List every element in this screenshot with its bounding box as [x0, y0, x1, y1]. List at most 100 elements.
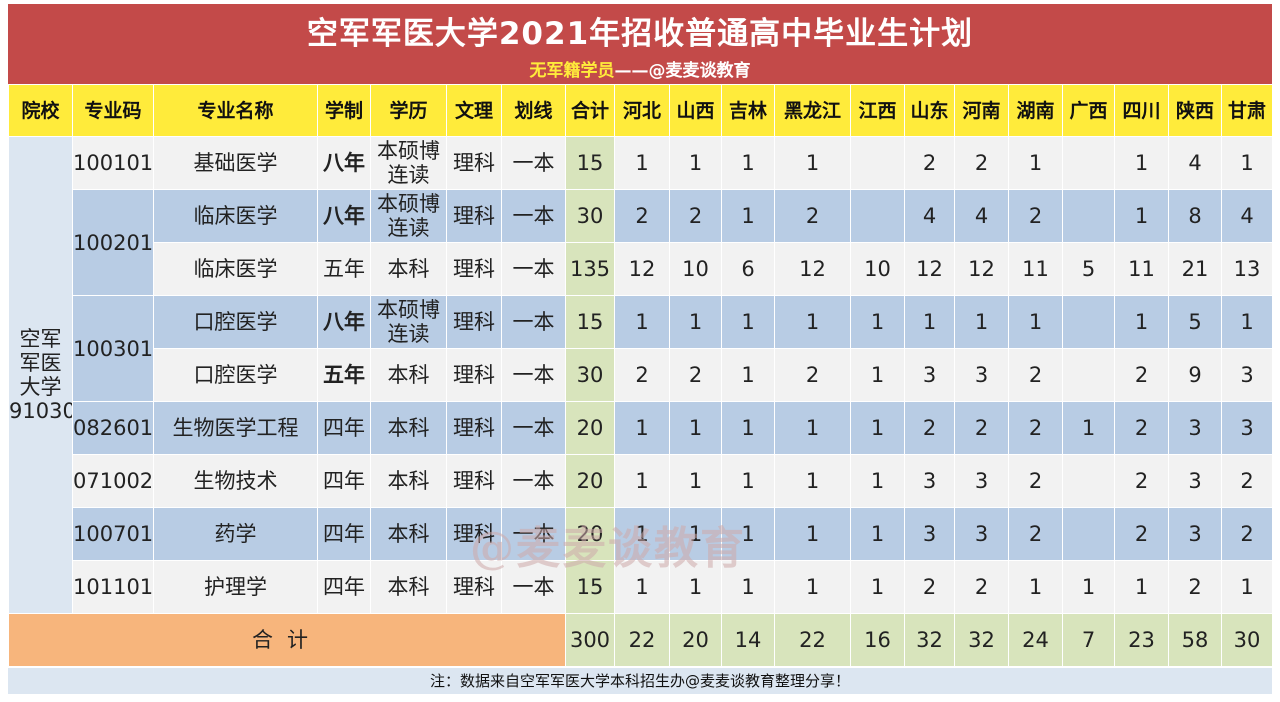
province-total-cell: 32 [954, 613, 1009, 667]
province-count-cell: 1 [850, 560, 905, 614]
province-count-cell: 1 [1114, 189, 1169, 243]
row-total-cell: 20 [565, 507, 615, 561]
province-count-cell: 1 [1008, 136, 1063, 190]
track-cell: 理科 [446, 401, 502, 455]
header-cell: 合计 [565, 84, 615, 137]
header-cell: 吉林 [721, 84, 775, 137]
table-row: 100701 药学 四年 本科 理科 一本 20 1 1 1 1 1 3 3 2… [8, 507, 1273, 561]
header-cell: 广西 [1062, 84, 1115, 137]
row-total-cell: 20 [565, 454, 615, 508]
degree-cell: 本硕博 连读 [370, 295, 447, 349]
province-total-cell: 16 [850, 613, 905, 667]
province-count-cell: 1 [1221, 295, 1273, 349]
province-count-cell: 2 [1114, 348, 1169, 402]
province-count-cell: 1 [850, 348, 905, 402]
province-count-cell: 1 [721, 454, 775, 508]
header-cell: 四川 [1114, 84, 1169, 137]
province-count-cell: 4 [904, 189, 955, 243]
school-code: 91030 [9, 399, 73, 423]
province-count-cell: 1 [1221, 560, 1273, 614]
degree-line: 本硕博 [377, 298, 440, 322]
cutoff-cell: 一本 [501, 136, 566, 190]
province-count-cell: 1 [1221, 136, 1273, 190]
track-cell: 理科 [446, 242, 502, 296]
header-cell: 划线 [501, 84, 566, 137]
years-cell: 八年 [317, 136, 371, 190]
province-count-cell: 10 [850, 242, 905, 296]
province-count-cell: 3 [1168, 401, 1222, 455]
province-count-cell: 2 [774, 348, 851, 402]
track-cell: 理科 [446, 507, 502, 561]
province-count-cell: 2 [954, 560, 1009, 614]
province-count-cell: 2 [1008, 507, 1063, 561]
province-count-cell: 1 [721, 189, 775, 243]
major-code-cell: 101101 [72, 560, 154, 614]
header-cell: 院校 [8, 84, 73, 137]
years-cell: 八年 [317, 295, 371, 349]
years-cell: 五年 [317, 348, 371, 402]
table-row: 100301 口腔医学 八年 本硕博 连读 理科 一本 15 1 1 1 1 1 … [8, 295, 1273, 402]
province-count-cell: 1 [614, 401, 670, 455]
province-count-cell: 3 [904, 507, 955, 561]
major-code-cell: 100701 [72, 507, 154, 561]
province-count-cell: 2 [1114, 401, 1169, 455]
years-cell: 四年 [317, 454, 371, 508]
table-row: 100201 临床医学 八年 本硕博 连读 理科 一本 30 2 2 1 2 4 … [8, 189, 1273, 296]
cutoff-cell: 一本 [501, 189, 566, 243]
total-label: 合计 [8, 613, 566, 667]
major-name-cell: 生物技术 [153, 454, 318, 508]
province-count-cell: 5 [1062, 242, 1115, 296]
province-count-cell: 2 [1008, 348, 1063, 402]
major-code-cell: 100301 [72, 295, 154, 402]
province-count-cell: 2 [954, 136, 1009, 190]
province-count-cell: 1 [1008, 560, 1063, 614]
province-count-cell: 1 [904, 295, 955, 349]
province-count-cell: 1 [614, 454, 670, 508]
province-count-cell: 1 [669, 560, 722, 614]
header-cell: 文理 [446, 84, 502, 137]
province-count-cell [850, 136, 905, 190]
province-count-cell [850, 189, 905, 243]
enrollment-plan-table: 院校 专业码 专业名称 学制 学历 文理 划线 合计 河北 山西 吉林 黑龙江 … [8, 84, 1273, 667]
province-count-cell: 4 [1221, 189, 1273, 243]
province-count-cell: 1 [721, 295, 775, 349]
province-count-cell: 1 [614, 507, 670, 561]
province-count-cell: 6 [721, 242, 775, 296]
subtitle-rest: ——@麦麦谈教育 [614, 61, 751, 81]
province-count-cell: 1 [721, 348, 775, 402]
province-count-cell: 1 [614, 560, 670, 614]
page-title: 空军军医大学2021年招收普通高中毕业生计划 [306, 16, 974, 52]
province-count-cell: 11 [1114, 242, 1169, 296]
province-count-cell: 9 [1168, 348, 1222, 402]
province-count-cell: 1 [850, 507, 905, 561]
table-row: 空军 军医 大学 91030 100101 基础医学 八年 本硕博 连读 理科 一… [8, 136, 1273, 614]
grand-total-cell: 300 [565, 613, 615, 667]
school-name-line: 军医 [19, 351, 62, 375]
cutoff-cell: 一本 [501, 242, 566, 296]
province-count-cell: 1 [669, 295, 722, 349]
cutoff-cell: 一本 [501, 560, 566, 614]
province-count-cell: 13 [1221, 242, 1273, 296]
major-code-cell: 071002 [72, 454, 154, 508]
header-cell: 湖南 [1008, 84, 1063, 137]
header-cell: 甘肃 [1221, 84, 1273, 137]
province-count-cell: 2 [904, 401, 955, 455]
province-count-cell: 2 [669, 189, 722, 243]
province-count-cell: 1 [1114, 560, 1169, 614]
province-count-cell: 1 [669, 454, 722, 508]
province-count-cell: 2 [1114, 507, 1169, 561]
province-total-cell: 30 [1221, 613, 1273, 667]
track-cell: 理科 [446, 136, 502, 190]
province-count-cell: 2 [904, 560, 955, 614]
subtitle-highlight: 无军籍学员 [529, 61, 615, 81]
province-count-cell: 12 [904, 242, 955, 296]
header-cell: 陕西 [1168, 84, 1222, 137]
major-name-cell: 基础医学 [153, 136, 318, 190]
years-cell: 八年 [317, 189, 371, 243]
header-cell: 专业名称 [153, 84, 318, 137]
province-count-cell: 3 [954, 507, 1009, 561]
province-count-cell: 12 [954, 242, 1009, 296]
major-code-cell: 082601 [72, 401, 154, 455]
degree-cell: 本硕博 连读 [370, 189, 447, 243]
province-count-cell: 4 [954, 189, 1009, 243]
